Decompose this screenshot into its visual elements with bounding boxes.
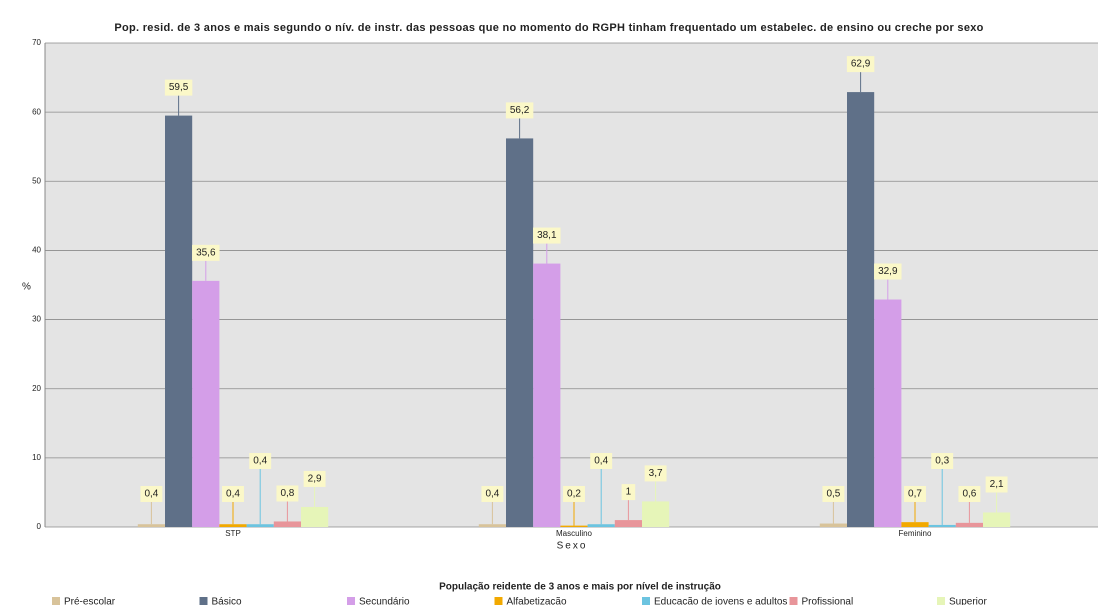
value-label: 0,2 <box>567 489 581 500</box>
bar <box>273 521 301 527</box>
value-label-box <box>505 102 534 119</box>
y-axis-label: % <box>22 282 31 293</box>
value-label-box <box>931 453 954 469</box>
bar <box>137 524 165 527</box>
x-tick-label: Feminino <box>899 529 932 538</box>
legend-label: Profissional <box>802 597 854 605</box>
y-tick-label: 10 <box>32 453 41 462</box>
bar <box>955 522 983 527</box>
chart-title: Pop. resid. de 3 anos e mais segundo o n… <box>114 22 983 34</box>
value-label-box <box>590 453 613 469</box>
legend-label: Educação de jovens e adultos <box>654 597 787 605</box>
bar <box>219 524 247 527</box>
value-label-box <box>192 244 220 261</box>
value-label-box <box>563 486 585 502</box>
bar <box>560 525 588 527</box>
value-label-box <box>249 453 272 469</box>
legend-swatch <box>347 597 355 605</box>
legend-label: Superior <box>949 597 987 605</box>
value-label: 32,9 <box>878 266 898 277</box>
value-label: 35,6 <box>196 247 216 258</box>
y-tick-label: 20 <box>32 384 41 393</box>
value-label-box <box>164 79 193 96</box>
value-label-box <box>533 227 561 244</box>
y-tick-label: 40 <box>32 246 41 255</box>
bar <box>642 501 670 527</box>
y-tick-label: 50 <box>32 176 41 185</box>
bar <box>478 524 506 527</box>
legend-label: Alfabetização <box>507 597 567 605</box>
value-label: 0,7 <box>908 489 922 500</box>
value-label: 56,2 <box>510 105 530 116</box>
value-label-box <box>621 484 636 501</box>
legend-label: Básico <box>212 597 242 605</box>
value-label: 2,9 <box>308 474 322 485</box>
y-tick-label: 0 <box>37 522 42 531</box>
bar <box>165 115 193 527</box>
value-label-box <box>481 486 504 502</box>
value-label: 2,1 <box>990 479 1004 490</box>
y-tick-label: 70 <box>32 38 41 47</box>
value-label-box <box>958 486 981 502</box>
value-label-box <box>222 486 244 502</box>
value-label-box <box>140 486 163 502</box>
bar <box>587 524 615 527</box>
value-label: 62,9 <box>851 59 871 70</box>
value-label: 0,4 <box>226 489 240 500</box>
bar <box>246 524 274 527</box>
bar <box>506 138 534 527</box>
x-tick-label: STP <box>225 529 241 538</box>
bar <box>928 524 956 527</box>
legend-swatch <box>937 597 945 605</box>
value-label: 59,5 <box>169 82 189 93</box>
legend-swatch <box>642 597 650 605</box>
value-label: 0,4 <box>485 489 499 500</box>
value-label-box <box>904 486 926 502</box>
bar <box>983 512 1011 527</box>
bar <box>533 263 561 527</box>
value-label: 38,1 <box>537 230 557 241</box>
bar <box>192 280 220 527</box>
y-tick-label: 60 <box>32 107 41 116</box>
value-label-box <box>985 476 1008 493</box>
value-label: 0,4 <box>144 489 158 500</box>
plot-area <box>45 43 1098 527</box>
value-label: 0,5 <box>826 489 840 500</box>
value-label: 0,8 <box>280 488 294 499</box>
value-label-box <box>303 470 326 487</box>
value-label: 0,4 <box>594 456 608 467</box>
bar <box>874 299 902 527</box>
value-label-box <box>822 486 845 502</box>
bar <box>614 520 642 527</box>
value-label: 0,4 <box>253 456 267 467</box>
value-label-box <box>846 56 875 73</box>
legend-swatch <box>199 597 208 605</box>
legend-swatch <box>789 597 798 605</box>
value-label-box <box>874 263 902 280</box>
y-tick-label: 30 <box>32 315 41 324</box>
legend-label: Secundário <box>359 597 410 605</box>
bar <box>847 92 875 527</box>
value-label-box <box>276 485 299 502</box>
legend-title: População reidente de 3 anos e mais por … <box>439 582 721 593</box>
bar <box>301 506 329 527</box>
x-tick-label: Masculino <box>556 529 593 538</box>
bar <box>901 522 929 527</box>
value-label-box <box>644 465 667 482</box>
legend-swatch <box>52 597 60 605</box>
value-label: 3,7 <box>649 468 663 479</box>
legend-swatch <box>494 597 503 605</box>
bar <box>819 523 847 527</box>
legend-label: Pré-escolar <box>64 597 116 605</box>
value-label: 1 <box>626 487 632 498</box>
value-label: 0,3 <box>935 456 949 467</box>
value-label: 0,6 <box>962 489 976 500</box>
x-axis-label: Sexo <box>557 541 588 552</box>
